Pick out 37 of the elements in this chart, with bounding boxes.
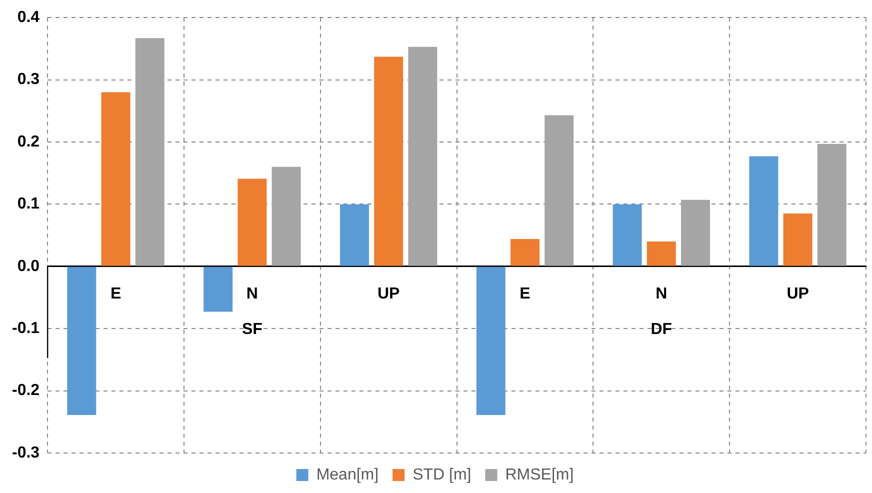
bar: [510, 239, 540, 266]
y-tick-label: 0.2: [17, 133, 40, 150]
y-tick-label: -0.1: [12, 320, 40, 338]
annotation: SF: [242, 320, 263, 338]
x-tick-label: N: [246, 285, 258, 302]
bar: [783, 214, 812, 266]
x-tick-label: E: [110, 285, 122, 302]
bar: [101, 92, 130, 266]
x-tick-label: E: [520, 285, 531, 302]
y-tick-label: -0.3: [12, 444, 40, 462]
y-tick-label: 0.3: [17, 71, 40, 88]
x-tick-label: UP: [786, 285, 810, 302]
bar: [544, 115, 574, 266]
legend-label: RMSE[m]: [505, 466, 574, 484]
bar: [681, 200, 710, 266]
bar: [817, 144, 846, 266]
bar: [204, 266, 233, 312]
bar: [340, 204, 369, 266]
y-tick-label: 0.0: [17, 258, 40, 275]
bar: [749, 156, 778, 266]
bar: [67, 266, 96, 416]
x-tick-label: UP: [377, 285, 400, 302]
bar: [476, 266, 506, 416]
y-tick-label: -0.2: [12, 382, 40, 400]
bar: [272, 166, 301, 266]
bar: [612, 204, 642, 266]
legend-label: Mean[m]: [316, 466, 379, 484]
y-tick-label: 0.4: [17, 9, 40, 26]
bar: [408, 46, 438, 266]
y-tick-label: 0.1: [17, 196, 40, 213]
bar: [646, 242, 676, 266]
x-tick-label: N: [656, 285, 668, 302]
bar: [374, 56, 404, 266]
legend-label: STD [m]: [412, 466, 472, 484]
bar: [238, 178, 267, 266]
bar: [135, 38, 164, 266]
annotation: DF: [650, 320, 672, 338]
